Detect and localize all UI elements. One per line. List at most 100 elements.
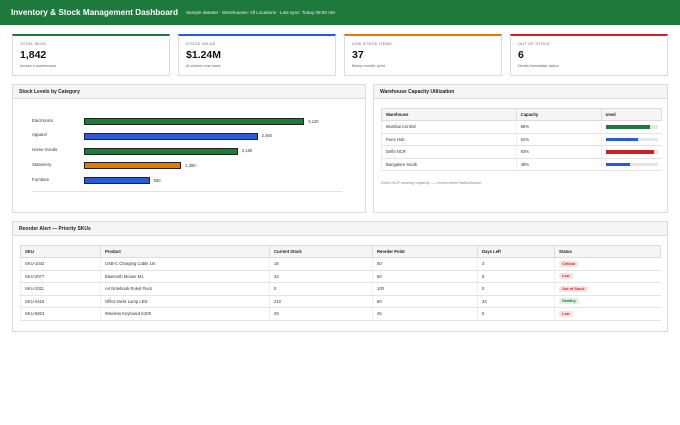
kpi-label: Stock Value	[186, 42, 216, 46]
col-header-days-left: Days Left	[477, 245, 555, 258]
col-header-current-stock: Current Stock	[269, 245, 373, 258]
reorder-point-cell: 100	[372, 282, 478, 296]
col-header-reorder-point: Reorder Point	[372, 245, 478, 258]
product-cell: A4 Notebook Ruled Pack	[100, 282, 270, 296]
col-header-capacity: Capacity	[515, 108, 602, 121]
days-left-cell: 0	[477, 282, 555, 296]
kpi-label: Out of Stock	[518, 42, 550, 46]
category-label: Stationery	[32, 161, 52, 167]
current-stock-cell: 0	[269, 282, 373, 296]
capacity-note: Delhi NCR nearing capacity — recommend r…	[381, 180, 483, 185]
status-cell: Healthy	[554, 295, 661, 308]
app-header: Inventory & Stock Management Dashboard S…	[0, 0, 680, 25]
capacity-bar-track	[605, 150, 658, 154]
capacity-percent: 85%	[515, 120, 601, 134]
capacity-bar-track	[605, 125, 658, 129]
table-row: SKU-3311 A4 Notebook Ruled Pack 0 100 0 Out o…	[20, 282, 661, 296]
kpi-label: Low Stock Items	[352, 42, 392, 46]
status-badge: Critical	[559, 260, 578, 267]
kpi-value: 37	[352, 49, 364, 61]
stock-levels-panel: Stock Levels by Category Electronics 3,12…	[12, 84, 366, 213]
product-cell: Office Desk Lamp LED	[100, 295, 270, 308]
bar-value-label: 2,460	[261, 133, 272, 139]
chart-baseline	[32, 191, 342, 192]
kpi-card-low-stock: Low Stock Items 37 Below reorder point	[344, 34, 502, 76]
capacity-percent: 93%	[515, 145, 601, 159]
table-row: SKU-1042 USB-C Charging Cable 1m 18 50 3 Crit…	[20, 257, 661, 271]
kpi-card-out-of-stock: Out of Stock 6 Needs immediate action	[510, 34, 668, 76]
status-badge: Low	[559, 273, 573, 280]
capacity-bar-fill	[605, 137, 638, 141]
capacity-percent: 48%	[515, 158, 601, 171]
bar	[84, 132, 258, 140]
kpi-sub: Below reorder point	[352, 64, 385, 68]
header-meta: Sample dataset · Warehouses: All Locatio…	[185, 10, 335, 15]
reorder-point-cell: 60	[372, 270, 478, 283]
status-badge: Low	[559, 310, 573, 317]
warehouse-name: Bangalore South	[381, 158, 517, 171]
table-row: SKU-5823 Wireless Keyboard K200 29 45 5 Low	[20, 307, 661, 321]
used-cell	[600, 120, 662, 134]
reorder-point-cell: 50	[372, 257, 478, 271]
current-stock-cell: 210	[269, 295, 373, 308]
capacity-table: Warehouse Capacity Used Mumbai Central 85…	[381, 108, 662, 171]
table-row: Delhi NCR 93%	[381, 145, 662, 159]
panel-title: Warehouse Capacity Utilization	[374, 85, 667, 99]
bar	[84, 118, 305, 125]
col-header-sku: SKU	[20, 245, 101, 258]
kpi-value: $1.24M	[186, 49, 222, 61]
sku-cell: SKU-3311	[20, 282, 101, 296]
used-cell	[600, 133, 662, 146]
product-cell: USB-C Charging Cable 1m	[100, 257, 270, 271]
used-cell	[600, 145, 662, 159]
bar	[84, 177, 150, 185]
capacity-bar-fill	[605, 125, 650, 129]
status-cell: Low	[554, 270, 661, 283]
current-stock-cell: 18	[269, 257, 373, 271]
panel-title: Stock Levels by Category	[13, 85, 365, 99]
status-cell: Out of Stock	[554, 282, 661, 296]
capacity-bar-fill	[605, 162, 631, 166]
status-cell: Low	[554, 307, 661, 321]
capacity-bar-track	[605, 162, 658, 166]
panel-title: Reorder Alert — Priority SKUs	[13, 222, 667, 236]
kpi-value: 6	[518, 49, 524, 61]
current-stock-cell: 34	[269, 270, 373, 283]
category-label: Apparel	[32, 132, 47, 138]
bar	[84, 147, 238, 155]
col-header-used: Used	[600, 108, 662, 121]
reorder-point-cell: 45	[372, 307, 478, 321]
capacity-bar-track	[605, 137, 658, 141]
kpi-sub: Across 4 warehouses	[20, 64, 57, 68]
capacity-bar-fill	[605, 150, 654, 154]
page-title: Inventory & Stock Management Dashboard	[11, 8, 178, 17]
category-label: Home Goods	[32, 147, 58, 153]
sku-cell: SKU-2077	[20, 270, 101, 283]
status-cell: Critical	[554, 257, 661, 271]
table-row: Mumbai Central 85%	[381, 120, 662, 134]
col-header-warehouse: Warehouse	[381, 108, 517, 121]
table-row: Bangalore South 48%	[381, 158, 662, 171]
days-left-cell: 34	[477, 295, 555, 308]
warehouse-capacity-panel: Warehouse Capacity Utilization Warehouse…	[373, 84, 668, 213]
days-left-cell: 6	[477, 270, 555, 283]
days-left-cell: 3	[477, 257, 555, 271]
kpi-label: Total SKUs	[20, 42, 47, 46]
capacity-percent: 62%	[515, 133, 601, 146]
sku-cell: SKU-4418	[20, 295, 101, 308]
stock-levels-chart: Electronics 3,120 Apparel 2,460 Home Goods 2,…	[13, 99, 365, 212]
reorder-alert-panel: Reorder Alert — Priority SKUs SKU Produc…	[12, 221, 668, 332]
product-cell: Bluetooth Mouse M1	[100, 270, 270, 283]
warehouse-name: Mumbai Central	[381, 120, 517, 134]
bar-value-label: 930	[153, 177, 161, 183]
bar-value-label: 2,180	[241, 148, 253, 154]
bar-value-label: 3,120	[308, 118, 319, 124]
bar-value-label: 1,380	[185, 162, 196, 168]
table-row: SKU-4418 Office Desk Lamp LED 210 80 34 Healt…	[20, 295, 661, 308]
col-header-status: Status	[554, 245, 661, 258]
days-left-cell: 5	[477, 307, 555, 321]
current-stock-cell: 29	[269, 307, 373, 321]
product-cell: Wireless Keyboard K200	[100, 307, 270, 321]
table-row: Pune Hub 62%	[381, 133, 662, 146]
sku-cell: SKU-5823	[20, 307, 101, 321]
